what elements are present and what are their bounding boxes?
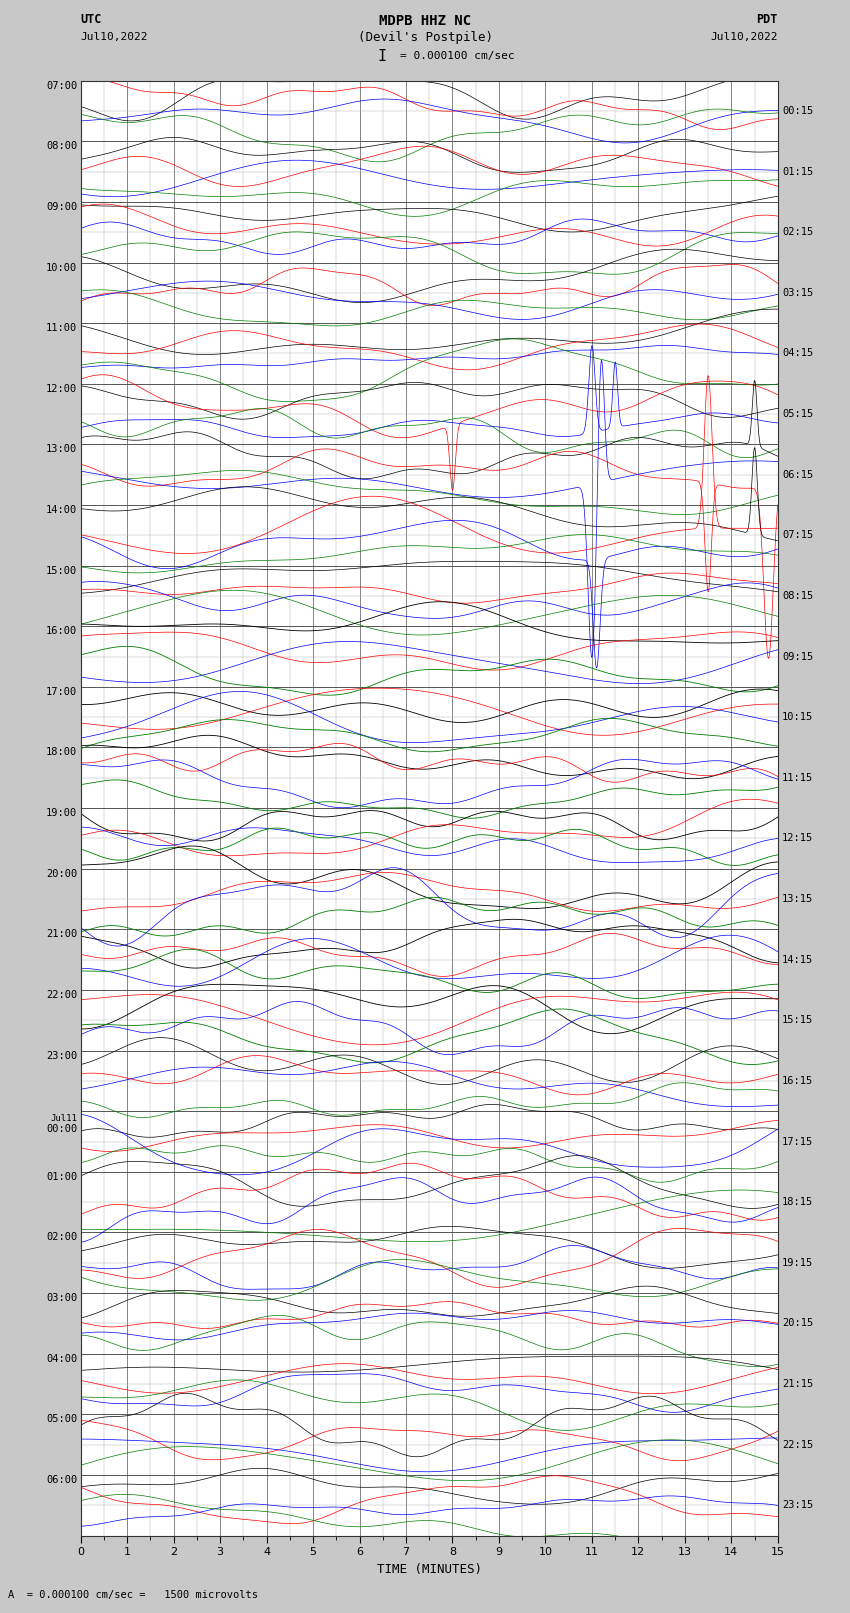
Text: 12:15: 12:15 [782, 834, 813, 844]
X-axis label: TIME (MINUTES): TIME (MINUTES) [377, 1563, 482, 1576]
Text: 04:15: 04:15 [782, 348, 813, 358]
Text: 09:00: 09:00 [46, 202, 77, 211]
Text: 04:00: 04:00 [46, 1353, 77, 1363]
Text: MDPB HHZ NC: MDPB HHZ NC [379, 15, 471, 27]
Text: 15:15: 15:15 [782, 1015, 813, 1026]
Text: 20:00: 20:00 [46, 869, 77, 879]
Text: 17:00: 17:00 [46, 687, 77, 697]
Text: = 0.000100 cm/sec: = 0.000100 cm/sec [400, 52, 514, 61]
Text: 03:00: 03:00 [46, 1294, 77, 1303]
Text: 02:00: 02:00 [46, 1232, 77, 1242]
Text: 08:15: 08:15 [782, 590, 813, 602]
Text: 14:00: 14:00 [46, 505, 77, 515]
Text: PDT: PDT [756, 13, 778, 26]
Text: 00:00: 00:00 [46, 1124, 77, 1134]
Text: 11:15: 11:15 [782, 773, 813, 782]
Text: 21:15: 21:15 [782, 1379, 813, 1389]
Text: A  = 0.000100 cm/sec =   1500 microvolts: A = 0.000100 cm/sec = 1500 microvolts [8, 1590, 258, 1600]
Text: 23:15: 23:15 [782, 1500, 813, 1510]
Text: 21:00: 21:00 [46, 929, 77, 939]
Text: 00:15: 00:15 [782, 106, 813, 116]
Text: 14:15: 14:15 [782, 955, 813, 965]
Text: 13:15: 13:15 [782, 894, 813, 903]
Text: 07:15: 07:15 [782, 531, 813, 540]
Text: 05:00: 05:00 [46, 1415, 77, 1424]
Text: 02:15: 02:15 [782, 227, 813, 237]
Text: 12:00: 12:00 [46, 384, 77, 394]
Text: 19:00: 19:00 [46, 808, 77, 818]
Text: (Devil's Postpile): (Devil's Postpile) [358, 31, 492, 44]
Text: 05:15: 05:15 [782, 410, 813, 419]
Text: 19:15: 19:15 [782, 1258, 813, 1268]
Text: 16:15: 16:15 [782, 1076, 813, 1086]
Text: 01:00: 01:00 [46, 1171, 77, 1182]
Text: 08:00: 08:00 [46, 142, 77, 152]
Text: 06:15: 06:15 [782, 469, 813, 479]
Text: 10:15: 10:15 [782, 713, 813, 723]
Text: 22:00: 22:00 [46, 990, 77, 1000]
Text: 15:00: 15:00 [46, 566, 77, 576]
Text: UTC: UTC [81, 13, 102, 26]
Text: 09:15: 09:15 [782, 652, 813, 661]
Text: 22:15: 22:15 [782, 1440, 813, 1450]
Text: 06:00: 06:00 [46, 1474, 77, 1486]
Text: 03:15: 03:15 [782, 287, 813, 298]
Text: 07:00: 07:00 [46, 81, 77, 90]
Text: 18:15: 18:15 [782, 1197, 813, 1207]
Text: 10:00: 10:00 [46, 263, 77, 273]
Text: Jul11: Jul11 [50, 1115, 77, 1123]
Text: I: I [378, 48, 387, 65]
Text: 01:15: 01:15 [782, 166, 813, 176]
Text: Jul10,2022: Jul10,2022 [711, 32, 778, 42]
Text: 13:00: 13:00 [46, 445, 77, 455]
Text: 11:00: 11:00 [46, 323, 77, 334]
Text: 16:00: 16:00 [46, 626, 77, 636]
Text: 17:15: 17:15 [782, 1137, 813, 1147]
Text: Jul10,2022: Jul10,2022 [81, 32, 148, 42]
Text: 23:00: 23:00 [46, 1050, 77, 1061]
Text: 20:15: 20:15 [782, 1318, 813, 1329]
Text: 18:00: 18:00 [46, 747, 77, 758]
